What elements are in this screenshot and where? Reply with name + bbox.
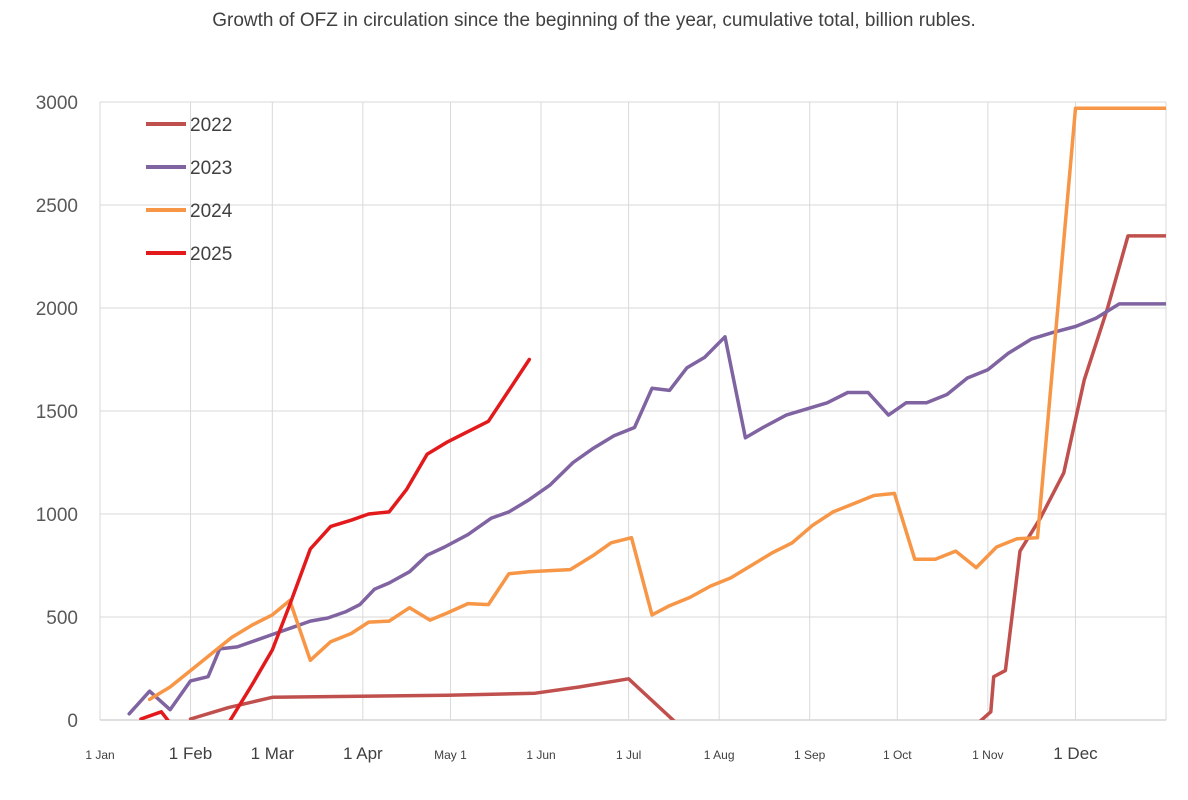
x-tick-label: 1 Dec <box>1053 744 1098 763</box>
x-tick-label: 1 Sep <box>794 748 826 762</box>
y-tick-label: 500 <box>46 608 78 629</box>
y-tick-label: 1000 <box>36 505 78 526</box>
x-axis-ticks: 1 Jan 1 Feb 1 Mar 1 Apr May 1 1 Jun 1 Jul 1 Aug… <box>85 744 1098 763</box>
x-tick-label: 1 Aug <box>704 748 735 762</box>
gridlines <box>99 101 1167 721</box>
y-tick-label: 1500 <box>36 402 78 423</box>
legend-label-2024: 2024 <box>190 201 233 222</box>
legend-label-2023: 2023 <box>190 158 232 179</box>
y-tick-label: 2000 <box>36 299 78 320</box>
y-tick-label: 2500 <box>36 196 78 217</box>
x-tick-label: 1 Jun <box>526 748 555 762</box>
legend-label-2025: 2025 <box>190 244 232 265</box>
x-tick-label: 1 Nov <box>972 748 1003 762</box>
x-tick-label: 1 Apr <box>343 744 383 763</box>
x-tick-label: 1 Jan <box>85 748 114 762</box>
y-tick-label: 3000 <box>36 93 78 114</box>
chart-title: Growth of OFZ in circulation since the b… <box>212 10 976 31</box>
x-tick-label: 1 Jul <box>616 748 641 762</box>
legend: 2022 2023 2024 2025 <box>146 115 233 265</box>
x-tick-label: 1 Feb <box>169 744 212 763</box>
x-tick-label: 1 Mar <box>251 744 295 763</box>
x-tick-label: 1 Oct <box>883 748 912 762</box>
series-line-2023 <box>127 302 1166 716</box>
series-line-2022 <box>188 234 1166 720</box>
y-axis-ticks: 0 500 1000 1500 2000 2500 3000 <box>36 93 78 732</box>
series-line-2024 <box>147 106 1166 702</box>
y-tick-label: 0 <box>67 711 78 732</box>
legend-label-2022: 2022 <box>190 115 232 136</box>
x-tick-label: May 1 <box>434 748 467 762</box>
series-lines <box>127 106 1166 720</box>
series-line-2025 <box>139 357 532 720</box>
